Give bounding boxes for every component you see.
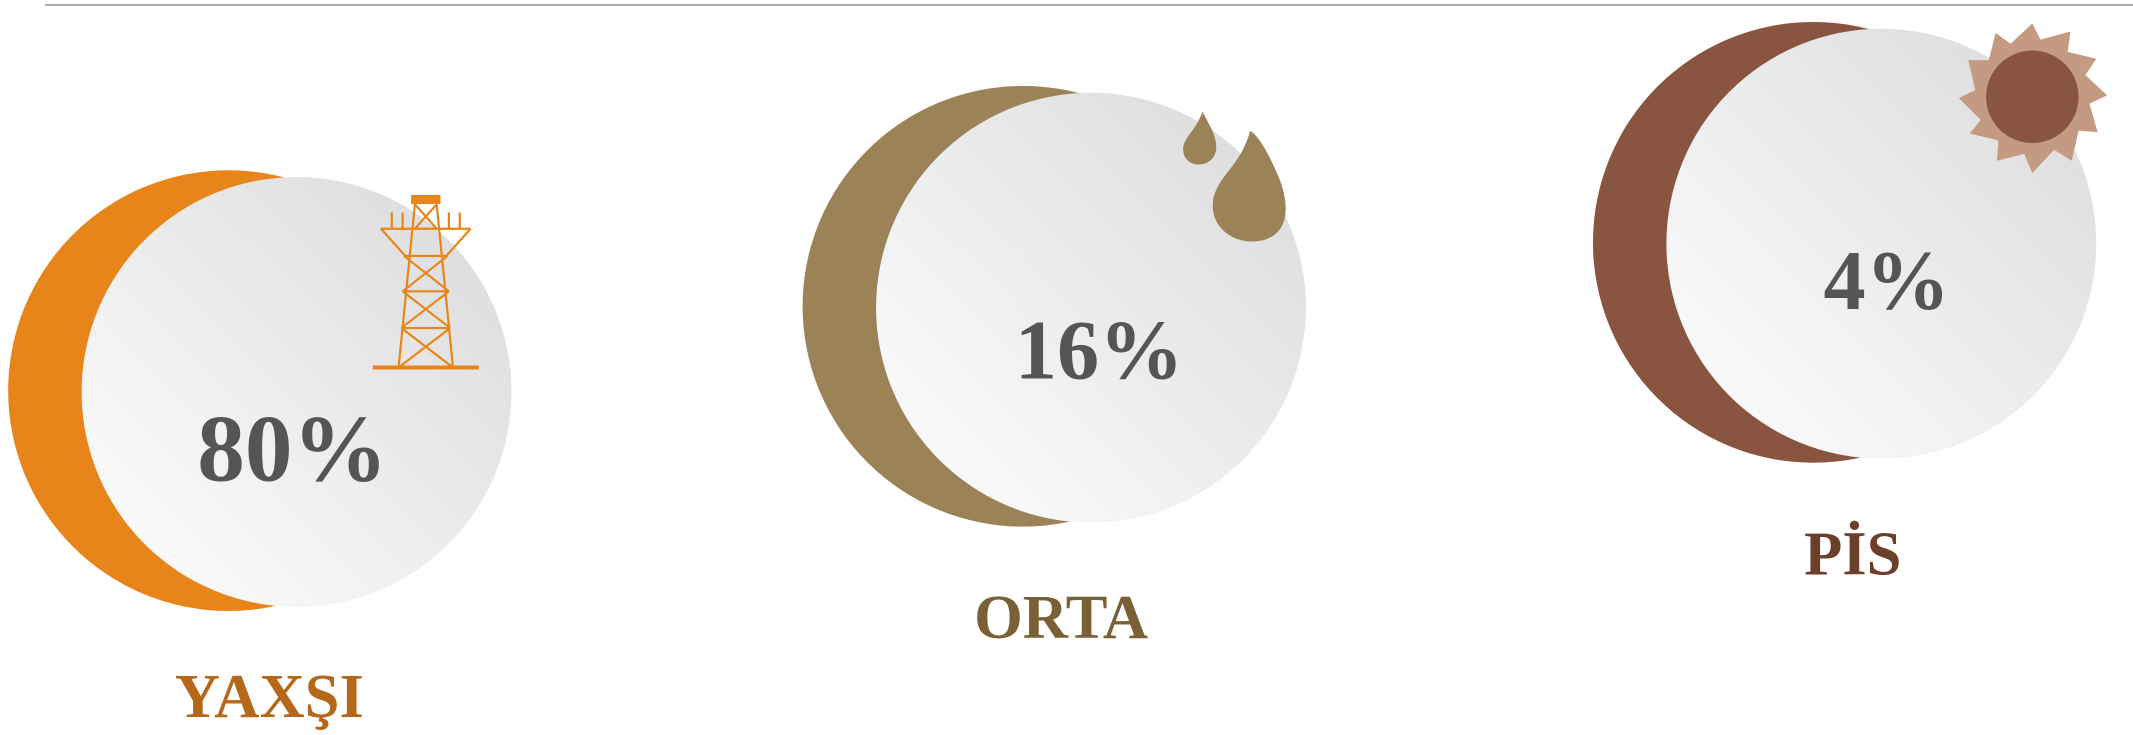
drops-icon [1183, 111, 1286, 242]
percent-text: 4% [1824, 235, 1951, 328]
value-circle [81, 177, 512, 607]
value-circle [876, 92, 1306, 523]
level-label: YAXŞI [175, 661, 364, 731]
percent-text: 16% [1015, 304, 1184, 397]
level-label: PİS [1804, 518, 1901, 588]
items: 80% YAXŞI 16% ORTA 4% PİS [8, 21, 2097, 731]
sun-icon [1958, 23, 2108, 173]
level-label: ORTA [974, 582, 1148, 652]
percent-text: 80% [197, 395, 387, 501]
oil-rig-icon [372, 195, 479, 370]
